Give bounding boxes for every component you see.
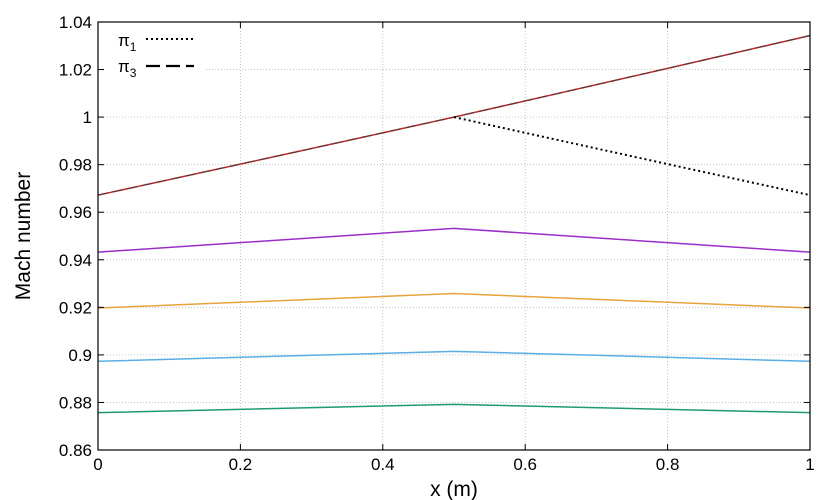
- y-tick-label: 0.9: [68, 346, 92, 365]
- legend: π1 π3: [104, 26, 204, 80]
- plot-frame: [97, 21, 811, 451]
- x-tick-label: 0.6: [513, 455, 537, 474]
- series-line-pi1: [453, 116, 811, 197]
- series-line-green: [97, 403, 811, 414]
- legend-background: [104, 26, 204, 80]
- y-tick-label: 0.98: [59, 156, 92, 175]
- series-lines: [97, 34, 811, 414]
- legend-label-pi3: π3: [118, 57, 137, 80]
- grid: [98, 22, 810, 450]
- y-tick-label: 1: [83, 108, 92, 127]
- y-tick-label: 0.96: [59, 203, 92, 222]
- x-tick-label: 1: [805, 455, 814, 474]
- y-tick-label: 1.02: [59, 61, 92, 80]
- x-tick-label: 0.2: [229, 455, 253, 474]
- y-tick-label: 1.04: [59, 13, 92, 32]
- x-tick-label: 0.8: [656, 455, 680, 474]
- y-tick-label: 0.88: [59, 393, 92, 412]
- legend-label-pi1: π1: [118, 31, 137, 54]
- series-line-red: [97, 34, 811, 196]
- y-tick-label: 0.94: [59, 251, 92, 270]
- y-tick-label: 0.92: [59, 298, 92, 317]
- series-line-orange: [97, 292, 811, 309]
- y-axis-title: Mach number: [12, 172, 35, 300]
- x-tick-label: 0: [93, 455, 102, 474]
- x-axis-title: x (m): [430, 478, 478, 500]
- series-line-purple: [97, 227, 811, 253]
- x-tick-label: 0.4: [371, 455, 395, 474]
- y-tick-label: 0.86: [59, 441, 92, 460]
- ticks: 0 0.2 0.4 0.6 0.8 1 0.86 0.88 0.9 0.92 0.94 0.96 0.9…: [59, 13, 815, 474]
- series-line-light-blue: [97, 350, 811, 363]
